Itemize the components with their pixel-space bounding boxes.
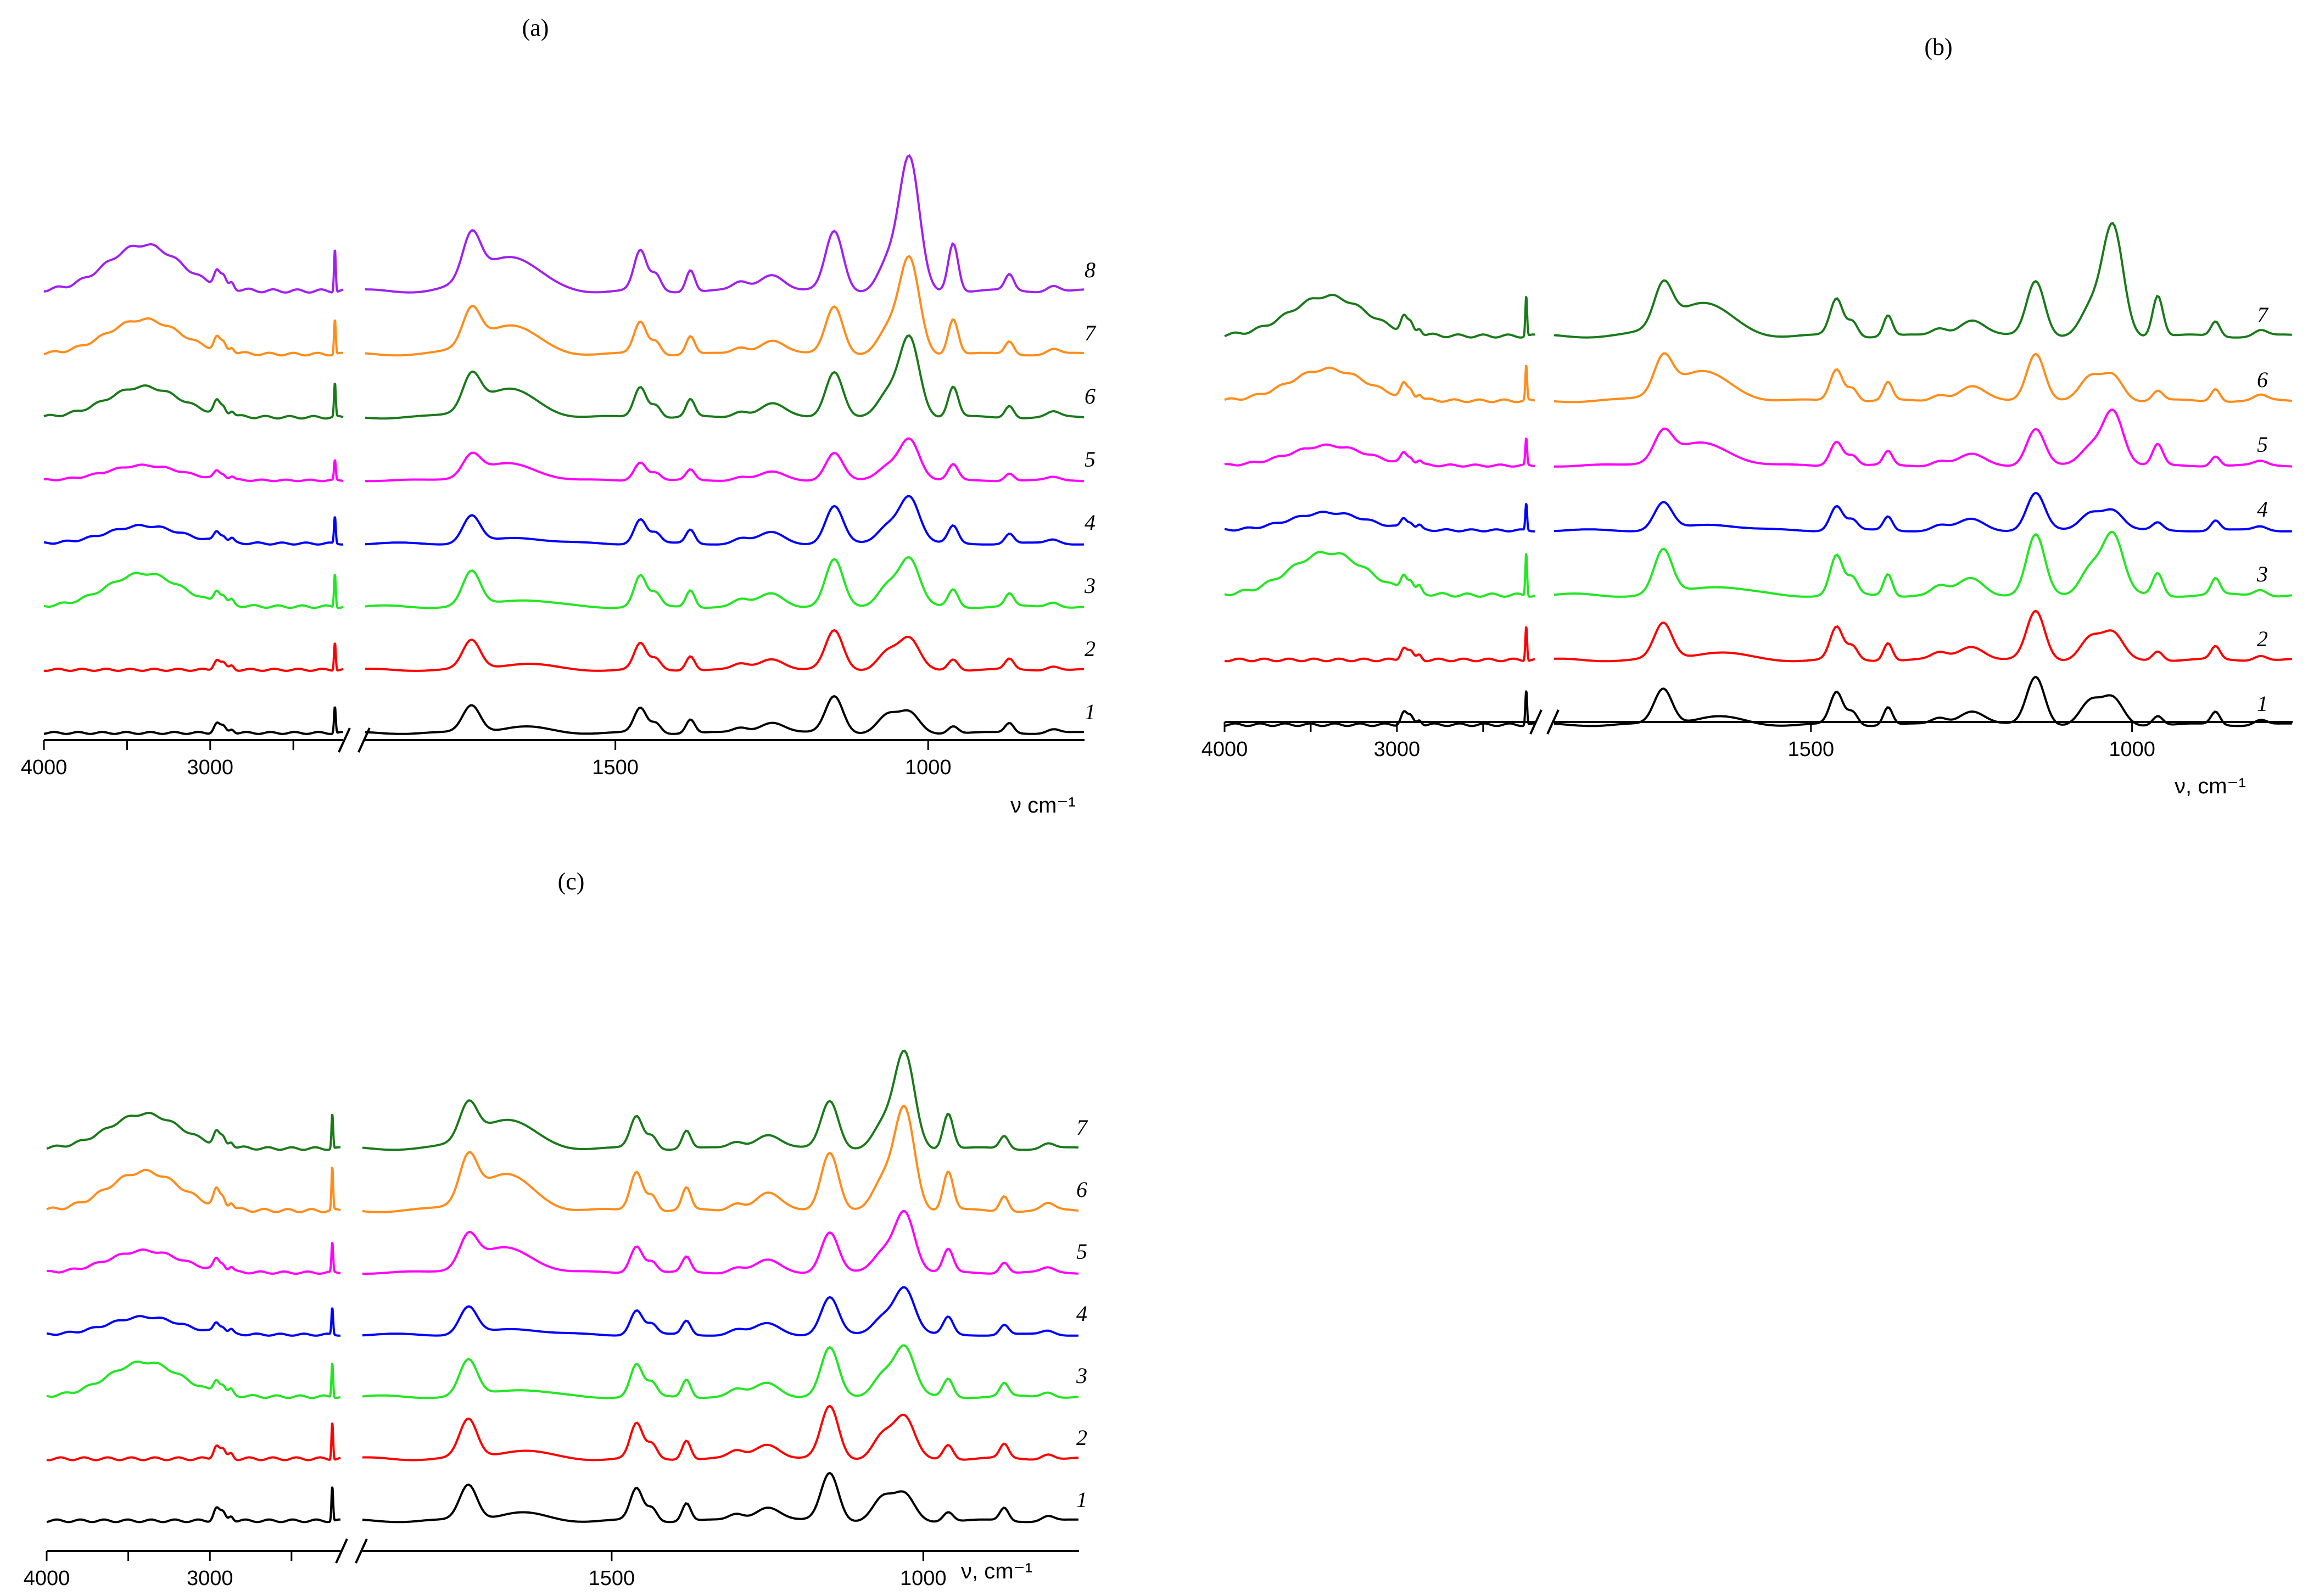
series-4-line-right <box>362 1286 1078 1337</box>
series-5-line-left <box>1224 438 1535 468</box>
x-axis-label: ν, cm⁻¹ <box>961 1559 1032 1583</box>
x-tick-label: 1500 <box>589 1567 635 1590</box>
panel-b: 4000 3000 1500 1000 ν, cm⁻¹ (b) 1 2 3 4 5 6 7 <box>1201 33 2293 798</box>
series-7-line-right <box>365 255 1085 357</box>
series-label: 3 <box>2256 562 2268 586</box>
series-1-line-right <box>362 1471 1078 1524</box>
axis-break-mark <box>335 1538 348 1564</box>
series-label: 6 <box>1085 384 1096 408</box>
x-tick-label: 1000 <box>905 756 952 779</box>
series-8-line-left <box>44 243 344 294</box>
panel-c: 4000 3000 1500 1000 ν, cm⁻¹ (c) 1 2 3 4 5 6 7 <box>24 868 1088 1590</box>
series-4-line-left <box>46 1307 341 1337</box>
series-7-line-left <box>43 317 344 357</box>
series-3-line-left <box>1224 551 1535 598</box>
series-label: 5 <box>2257 432 2268 457</box>
series-6-line-right <box>365 334 1085 420</box>
series-4-line-right <box>365 495 1084 546</box>
series-label: 2 <box>1076 1425 1087 1450</box>
series-7-line-right <box>1553 222 2292 339</box>
series-2-line-left <box>1224 626 1535 663</box>
x-tick-label: 4000 <box>21 756 68 779</box>
series-label: 4 <box>2257 497 2268 522</box>
series-1-line-left <box>43 706 343 735</box>
series-label: 1 <box>1076 1487 1087 1512</box>
series-3-line-left <box>46 1360 341 1399</box>
series-label: 1 <box>2257 691 2268 716</box>
series-3-line-right <box>1553 531 2292 598</box>
series-1-line-left <box>1224 690 1535 727</box>
series-5-line-right <box>1554 408 2292 468</box>
x-tick-label: 3000 <box>187 1567 233 1590</box>
series-label: 4 <box>1085 510 1096 535</box>
series-2-line-right <box>362 1404 1079 1461</box>
series-label: 4 <box>1076 1301 1087 1326</box>
series-7-line-left <box>46 1111 341 1151</box>
series-7-line-left <box>1224 294 1535 339</box>
panel-label: (a) <box>522 14 549 41</box>
x-axis-label: ν, cm⁻¹ <box>2175 774 2246 798</box>
series-8-line-right <box>365 154 1085 294</box>
x-tick-label: 3000 <box>187 756 234 779</box>
series-label: 3 <box>1076 1363 1087 1388</box>
series-2-line-left <box>46 1423 341 1461</box>
series-label: 2 <box>1085 636 1096 661</box>
x-tick-label: 1000 <box>900 1567 947 1590</box>
series-label: 6 <box>2257 367 2268 392</box>
x-tick-label: 3000 <box>1374 738 1421 761</box>
series-4-line-left <box>43 516 344 546</box>
series-label: 7 <box>1085 321 1097 345</box>
series-label: 6 <box>1076 1177 1087 1202</box>
panel-label: (b) <box>1924 33 1952 60</box>
x-tick-label: 4000 <box>24 1567 70 1590</box>
series-label: 8 <box>1085 257 1096 282</box>
x-axis-label: ν cm⁻¹ <box>1010 793 1076 817</box>
axis-break-mark <box>355 1538 368 1564</box>
series-3-line-left <box>43 572 344 609</box>
series-5-line-left <box>43 459 344 483</box>
axis-break-mark <box>1546 709 1560 735</box>
series-1-line-right <box>1553 675 2292 727</box>
series-1-line-right <box>365 695 1084 735</box>
series-label: 7 <box>2257 303 2269 327</box>
series-2-line-right <box>1553 609 2292 663</box>
series-5-line-left <box>46 1242 341 1275</box>
series-6-line-left <box>43 383 344 420</box>
series-label: 5 <box>1085 447 1096 472</box>
x-tick-label: 1500 <box>592 756 639 779</box>
series-6-line-right <box>362 1105 1079 1213</box>
series-6-line-right <box>1553 352 2292 404</box>
series-1-line-left <box>46 1486 340 1524</box>
series-5-line-right <box>362 1209 1078 1275</box>
x-tick-label: 1500 <box>1788 738 1835 761</box>
axis-break-mark <box>338 727 351 753</box>
axis-break-mark <box>1529 709 1543 735</box>
series-3-line-right <box>362 1344 1079 1399</box>
panel-label: (c) <box>558 868 585 895</box>
series-label: 1 <box>1085 699 1096 724</box>
series-label: 3 <box>1084 573 1096 598</box>
series-4-line-right <box>1553 491 2292 533</box>
series-5-line-right <box>365 437 1084 483</box>
series-6-line-left <box>1224 365 1535 404</box>
series-3-line-right <box>365 556 1085 609</box>
series-label: 5 <box>1076 1239 1087 1264</box>
x-tick-label: 4000 <box>1201 738 1248 761</box>
series-4-line-left <box>1224 503 1535 533</box>
series-2-line-right <box>365 629 1085 672</box>
panel-a: 4000 3000 1500 1000 ν cm⁻¹ (a) 1 2 3 4 5 6 7 8 <box>21 14 1097 817</box>
series-2-line-left <box>43 642 344 672</box>
series-label: 7 <box>1076 1115 1088 1140</box>
series-6-line-left <box>46 1166 341 1213</box>
x-tick-label: 1000 <box>2109 738 2155 761</box>
series-7-line-right <box>362 1049 1079 1151</box>
series-label: 2 <box>2257 626 2268 651</box>
